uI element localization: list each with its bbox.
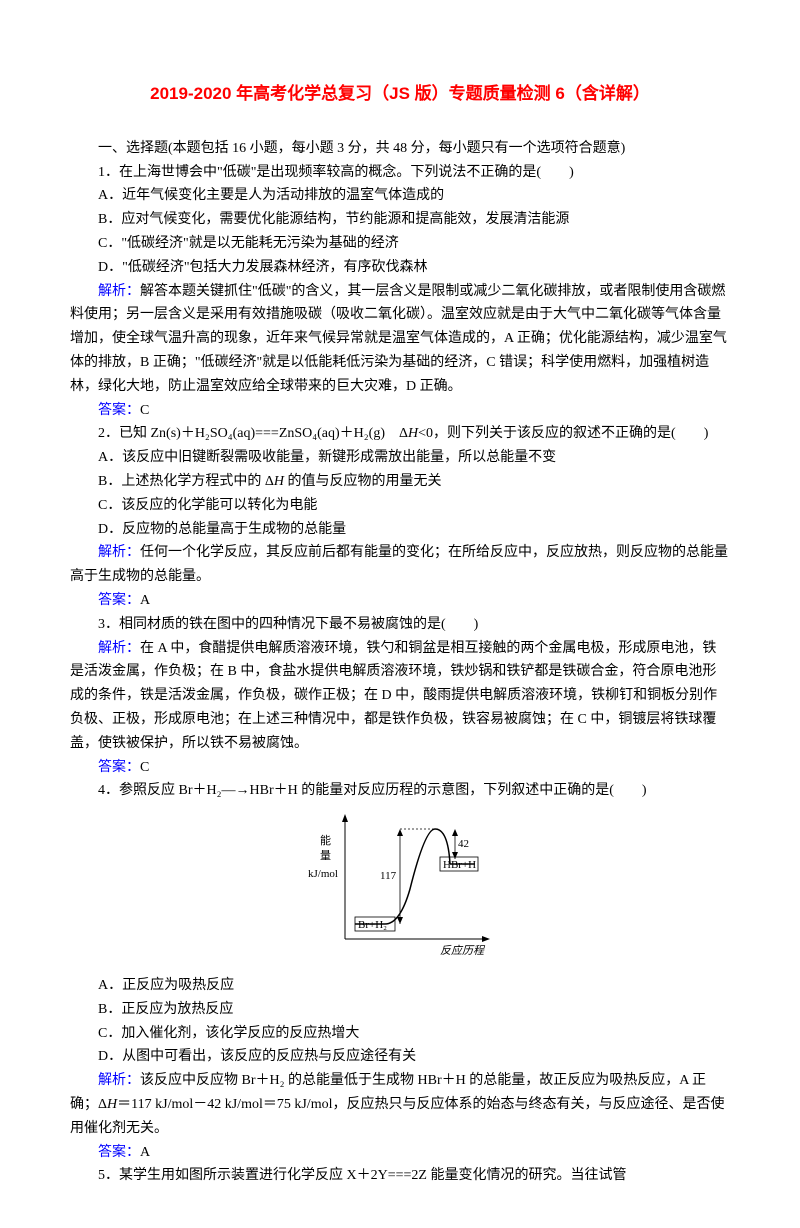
q3-analysis-text: 在 A 中，食醋提供电解质溶液环境，铁勺和铜盆是相互接触的两个金属电极，形成原电… [70, 641, 717, 751]
chart-val-42: 42 [458, 838, 469, 850]
q4-analysis: 解析：该反应中反应物 Br＋H₂ 的总能量低于生成物 HBr＋H 的总能量，故正… [70, 1069, 730, 1140]
answer-label: 答案： [98, 403, 140, 418]
q2-answer: 答案：A [70, 589, 730, 613]
q1-answer: 答案：C [70, 399, 730, 423]
q4-option-d: D．从图中可看出，该反应的反应热与反应途径有关 [70, 1045, 730, 1069]
q4-answer-value: A [140, 1145, 150, 1160]
chart-product-label: HBr+H [443, 859, 476, 871]
q4-option-a: A．正反应为吸热反应 [70, 974, 730, 998]
q3-answer: 答案：C [70, 756, 730, 780]
chart-val-117: 117 [380, 870, 397, 882]
q1-stem: 1．在上海世博会中"低碳"是出现频率较高的概念。下列说法不正确的是( ) [70, 161, 730, 185]
q2-answer-value: A [140, 593, 150, 608]
q3-stem: 3．相同材质的铁在图中的四种情况下最不易被腐蚀的是( ) [70, 613, 730, 637]
analysis-label: 解析： [98, 545, 140, 560]
q1-option-b: B．应对气候变化，需要优化能源结构，节约能源和提高能效，发展清洁能源 [70, 208, 730, 232]
q4-chart: 能 量 kJ/mol 反应历程 Br+H₂ HBr+H 117 [70, 809, 730, 968]
q1-option-a: A．近年气候变化主要是人为活动排放的温室气体造成的 [70, 184, 730, 208]
q2-stem: 2．已知 Zn(s)＋H₂SO₄(aq)===ZnSO₄(aq)＋H₂(g) Δ… [70, 422, 730, 446]
q2-option-b: B．上述热化学方程式中的 ΔH 的值与反应物的用量无关 [70, 470, 730, 494]
q1-analysis: 解析：解答本题关键抓住"低碳"的含义，其一层含义是限制或减少二氧化碳排放，或者限… [70, 280, 730, 399]
q1-option-c: C．"低碳经济"就是以无能耗无污染为基础的经济 [70, 232, 730, 256]
chart-xlabel: 反应历程 [440, 944, 486, 957]
q5-stem: 5．某学生用如图所示装置进行化学反应 X＋2Y===2Z 能量变化情况的研究。当… [70, 1164, 730, 1188]
analysis-label: 解析： [98, 641, 140, 656]
q4-option-c: C．加入催化剂，该化学反应的反应热增大 [70, 1022, 730, 1046]
analysis-label: 解析： [98, 1073, 140, 1088]
chart-ylabel-1: 能 [320, 833, 331, 847]
q2-analysis: 解析：任何一个化学反应，其反应前后都有能量的变化；在所给反应中，反应放热，则反应… [70, 541, 730, 589]
chart-ylabel-2: 量 [320, 849, 331, 862]
q2-option-c: C．该反应的化学能可以转化为电能 [70, 494, 730, 518]
q1-option-d: D．"低碳经济"包括大力发展森林经济，有序砍伐森林 [70, 256, 730, 280]
q4-answer: 答案：A [70, 1141, 730, 1165]
q2-option-a: A．该反应中旧键断裂需吸收能量，新键形成需放出能量，所以总能量不变 [70, 446, 730, 470]
q1-analysis-text: 解答本题关键抓住"低碳"的含义，其一层含义是限制或减少二氧化碳排放，或者限制使用… [70, 284, 727, 394]
document-title: 2019-2020 年高考化学总复习（JS 版）专题质量检测 6（含详解） [70, 80, 730, 109]
analysis-label: 解析： [98, 284, 140, 299]
q1-answer-value: C [140, 403, 149, 418]
chart-reactant-label: Br+H₂ [358, 919, 387, 931]
answer-label: 答案： [98, 593, 140, 608]
chart-yunit: kJ/mol [308, 868, 338, 880]
q2-option-d: D．反应物的总能量高于生成物的总能量 [70, 518, 730, 542]
section-intro: 一、选择题(本题包括 16 小题，每小题 3 分，共 48 分，每小题只有一个选… [70, 137, 730, 161]
q4-option-b: B．正反应为放热反应 [70, 998, 730, 1022]
q3-answer-value: C [140, 760, 149, 775]
answer-label: 答案： [98, 760, 140, 775]
q3-analysis: 解析：在 A 中，食醋提供电解质溶液环境，铁勺和铜盆是相互接触的两个金属电极，形… [70, 637, 730, 756]
q2-analysis-text: 任何一个化学反应，其反应前后都有能量的变化；在所给反应中，反应放热，则反应物的总… [70, 545, 728, 584]
answer-label: 答案： [98, 1145, 140, 1160]
q4-stem: 4．参照反应 Br＋H₂―→HBr＋H 的能量对反应历程的示意图，下列叙述中正确… [70, 779, 730, 803]
